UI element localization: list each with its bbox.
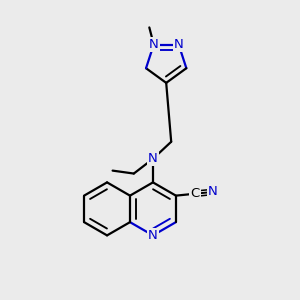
Text: N: N: [208, 185, 218, 199]
Text: N: N: [148, 152, 158, 165]
Text: N: N: [148, 229, 158, 242]
Text: C: C: [190, 187, 200, 200]
Text: N: N: [149, 38, 159, 51]
Text: N: N: [174, 38, 184, 51]
